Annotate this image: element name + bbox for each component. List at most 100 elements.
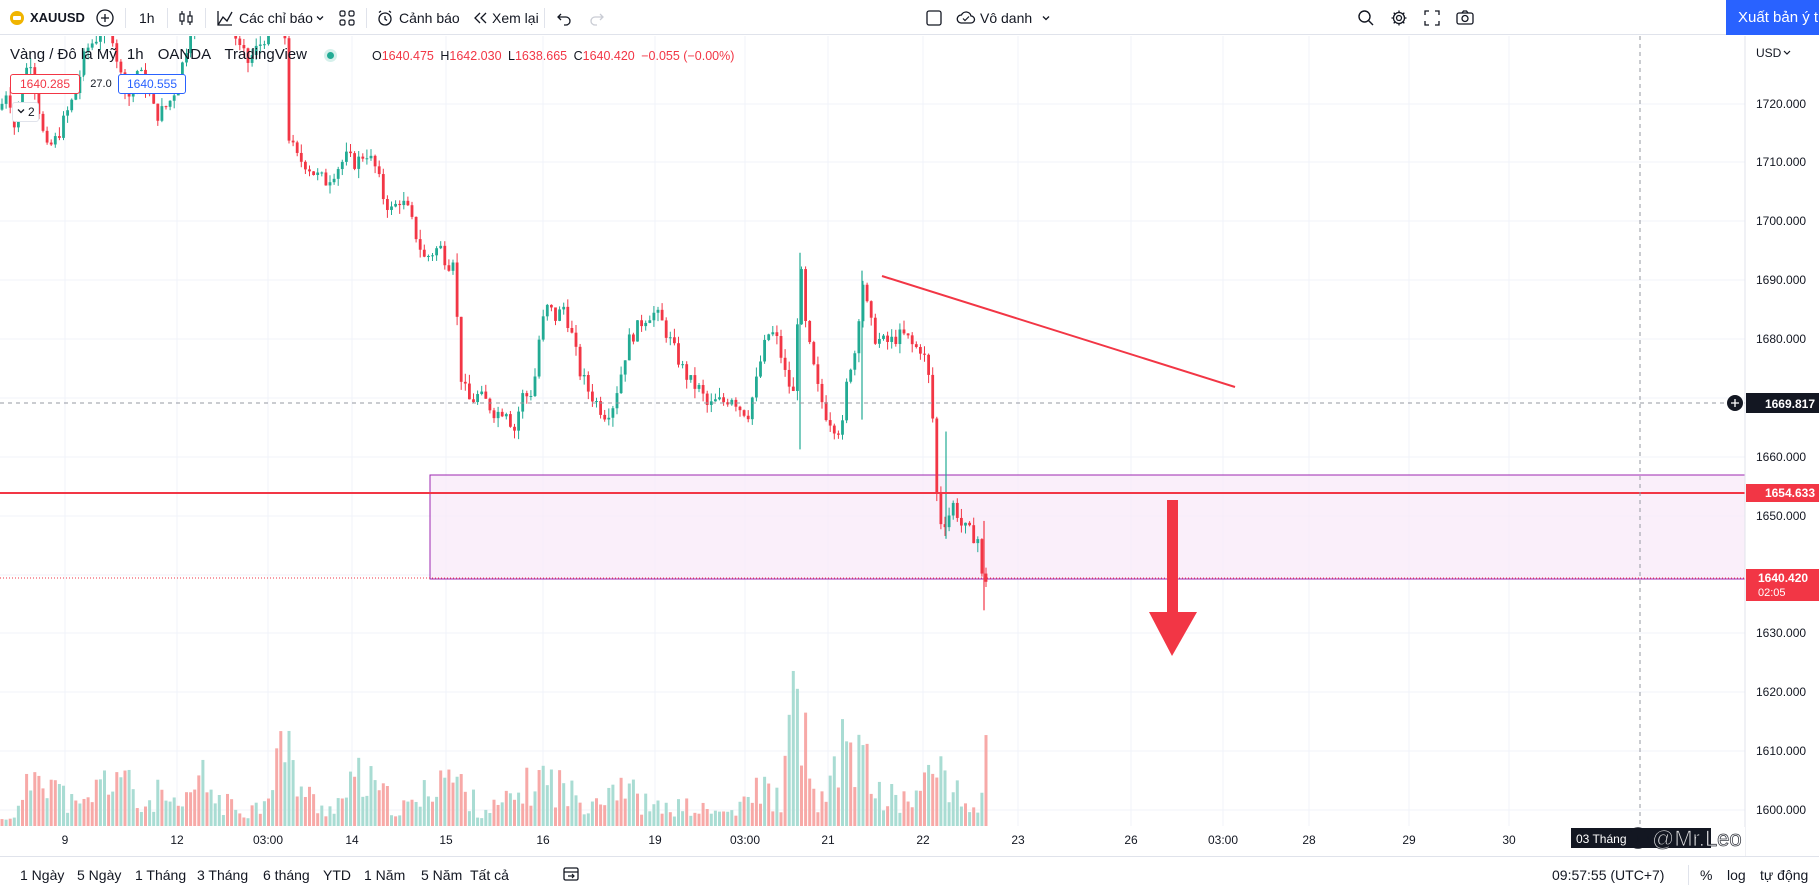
candle: [943, 516, 947, 536]
compare-symbol-button[interactable]: [96, 0, 114, 35]
spread-value: 27.0: [84, 74, 118, 94]
candle: [804, 266, 807, 328]
alert-button[interactable]: Cảnh báo: [376, 0, 460, 35]
volume-bar: [857, 734, 861, 826]
layout-button[interactable]: [925, 0, 943, 35]
candle: [496, 406, 500, 428]
volume-bar: [295, 796, 299, 826]
snapshot-button[interactable]: [1455, 0, 1475, 35]
volume-bar: [455, 776, 459, 826]
volume-bar: [529, 805, 533, 826]
range-button[interactable]: 1 Ngày: [20, 867, 65, 883]
candle: [791, 377, 795, 392]
svg-text:03 Tháng: 03 Tháng: [1576, 832, 1627, 846]
down-arrow-drawing[interactable]: [1149, 500, 1197, 656]
candle: [845, 378, 848, 424]
volume-bar: [582, 814, 586, 826]
range-button[interactable]: 3 Tháng: [197, 867, 249, 883]
fullscreen-button[interactable]: [1423, 0, 1441, 35]
volume-bar: [800, 765, 803, 826]
volume-bar: [267, 798, 270, 826]
symbol-search[interactable]: XAUUSD: [10, 0, 85, 35]
interval-button[interactable]: 1h: [139, 0, 155, 35]
percent-toggle[interactable]: %: [1700, 867, 1713, 883]
crosshair-time-tag: 03 Tháng: [1571, 828, 1711, 848]
indicators-button[interactable]: Các chỉ báo: [216, 0, 313, 35]
volume-bar: [980, 792, 984, 826]
volume-bar: [521, 803, 525, 826]
supply-zone-rectangle[interactable]: [429, 474, 1746, 580]
volume-bar: [738, 801, 742, 826]
layout-name-button[interactable]: Vô danh: [956, 0, 1052, 35]
candle: [685, 361, 689, 389]
redo-button[interactable]: [589, 0, 605, 35]
indicators-dropdown[interactable]: [314, 0, 326, 35]
range-button[interactable]: 5 Năm: [421, 867, 463, 883]
currency-label[interactable]: USD: [1756, 46, 1782, 60]
undo-button[interactable]: [556, 0, 572, 35]
resistance-trendline[interactable]: [881, 275, 1236, 388]
range-button[interactable]: YTD: [323, 867, 351, 883]
candle: [960, 508, 963, 533]
candle: [49, 139, 53, 146]
svg-text:@Mr.Leo: @Mr.Leo: [1652, 826, 1742, 851]
range-button[interactable]: Tất cả: [470, 867, 509, 883]
volume-bar: [49, 779, 53, 826]
range-button[interactable]: 1 Tháng: [135, 867, 187, 883]
candle: [800, 266, 803, 325]
volume-bar: [500, 802, 504, 826]
candle: [714, 393, 717, 402]
candle: [570, 320, 574, 334]
replay-button[interactable]: Xem lại: [472, 0, 539, 35]
candle: [595, 397, 598, 408]
settings-button[interactable]: [1390, 0, 1408, 35]
sell-price-button[interactable]: 1640.285: [10, 74, 80, 94]
legend-source: TradingView: [224, 46, 307, 63]
candle: [504, 412, 508, 420]
series-legend[interactable]: Vàng / Đô la Mỹ 1h OANDA TradingView: [10, 46, 335, 63]
volume-bar: [492, 799, 496, 826]
range-button[interactable]: 5 Ngày: [77, 867, 122, 883]
price-chart[interactable]: USD 1720.000 1710.000 1700.000 1690.000 1680…: [0, 36, 1819, 856]
log-toggle[interactable]: log: [1727, 867, 1746, 883]
search-button[interactable]: [1357, 0, 1375, 35]
templates-button[interactable]: [338, 0, 356, 35]
volume-bar: [603, 805, 607, 826]
candle: [324, 168, 328, 186]
candle: [755, 367, 758, 402]
range-button[interactable]: 6 tháng: [263, 867, 310, 883]
add-price-level-button[interactable]: [1727, 395, 1743, 411]
chart-type-button[interactable]: [177, 0, 195, 35]
svg-text:1654.633: 1654.633: [1765, 486, 1815, 500]
volume-bar: [258, 813, 262, 826]
volume-bar: [882, 810, 885, 826]
volume-bar: [287, 730, 291, 826]
time-tick: 26: [1124, 833, 1138, 847]
time-axis[interactable]: 9 12 03:00 14 15 16 19 03:00 21 22 23 26 03:00 28 29 30: [0, 827, 1745, 856]
price-axis[interactable]: USD 1720.000 1710.000 1700.000 1690.000 1680…: [1744, 36, 1819, 856]
volume-bar: [230, 799, 234, 826]
range-button[interactable]: 1 Năm: [364, 867, 406, 883]
collapse-legend-button[interactable]: 2: [12, 102, 39, 122]
candle: [648, 315, 652, 324]
time-tick: 29: [1402, 833, 1416, 847]
candle: [914, 341, 918, 349]
auto-scale-toggle[interactable]: tự động: [1760, 867, 1809, 883]
date-range-button[interactable]: [562, 857, 580, 893]
candle: [435, 246, 438, 261]
time-tick: 28: [1302, 833, 1316, 847]
volume-bar: [763, 776, 767, 826]
volume-bar: [336, 798, 340, 826]
volume-bar: [414, 801, 418, 826]
clock-display[interactable]: 09:57:55 (UTC+7): [1552, 867, 1665, 883]
candle: [332, 173, 336, 185]
buy-price-button[interactable]: 1640.555: [118, 74, 186, 94]
candle: [873, 313, 877, 345]
candle: [127, 92, 131, 106]
candle: [455, 253, 459, 326]
time-tick: 16: [536, 833, 550, 847]
publish-idea-button[interactable]: Xuất bản ý tưởng: [1726, 0, 1819, 35]
candle: [976, 536, 980, 553]
candle: [656, 306, 660, 322]
candle: [947, 507, 951, 532]
